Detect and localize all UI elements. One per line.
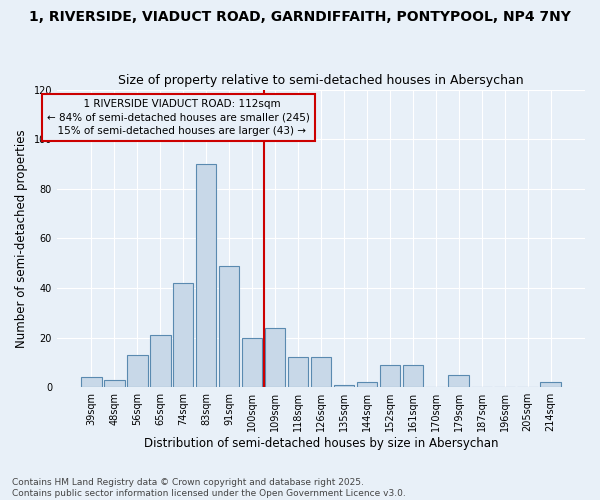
Text: 1, RIVERSIDE, VIADUCT ROAD, GARNDIFFAITH, PONTYPOOL, NP4 7NY: 1, RIVERSIDE, VIADUCT ROAD, GARNDIFFAITH… <box>29 10 571 24</box>
Text: 1 RIVERSIDE VIADUCT ROAD: 112sqm
← 84% of semi-detached houses are smaller (245): 1 RIVERSIDE VIADUCT ROAD: 112sqm ← 84% o… <box>47 100 310 136</box>
Bar <box>380 365 400 387</box>
Bar <box>311 358 331 387</box>
Bar <box>265 328 286 387</box>
Bar <box>403 365 423 387</box>
Bar <box>150 335 170 387</box>
Text: Contains HM Land Registry data © Crown copyright and database right 2025.
Contai: Contains HM Land Registry data © Crown c… <box>12 478 406 498</box>
Bar <box>127 355 148 387</box>
Bar <box>219 266 239 387</box>
Title: Size of property relative to semi-detached houses in Abersychan: Size of property relative to semi-detach… <box>118 74 524 87</box>
Bar <box>541 382 561 387</box>
Y-axis label: Number of semi-detached properties: Number of semi-detached properties <box>15 129 28 348</box>
Bar <box>356 382 377 387</box>
Bar <box>287 358 308 387</box>
Bar <box>81 378 101 387</box>
X-axis label: Distribution of semi-detached houses by size in Abersychan: Distribution of semi-detached houses by … <box>144 437 498 450</box>
Bar <box>173 283 193 387</box>
Bar <box>104 380 125 387</box>
Bar <box>242 338 262 387</box>
Bar <box>334 384 354 387</box>
Bar <box>196 164 217 387</box>
Bar <box>448 375 469 387</box>
